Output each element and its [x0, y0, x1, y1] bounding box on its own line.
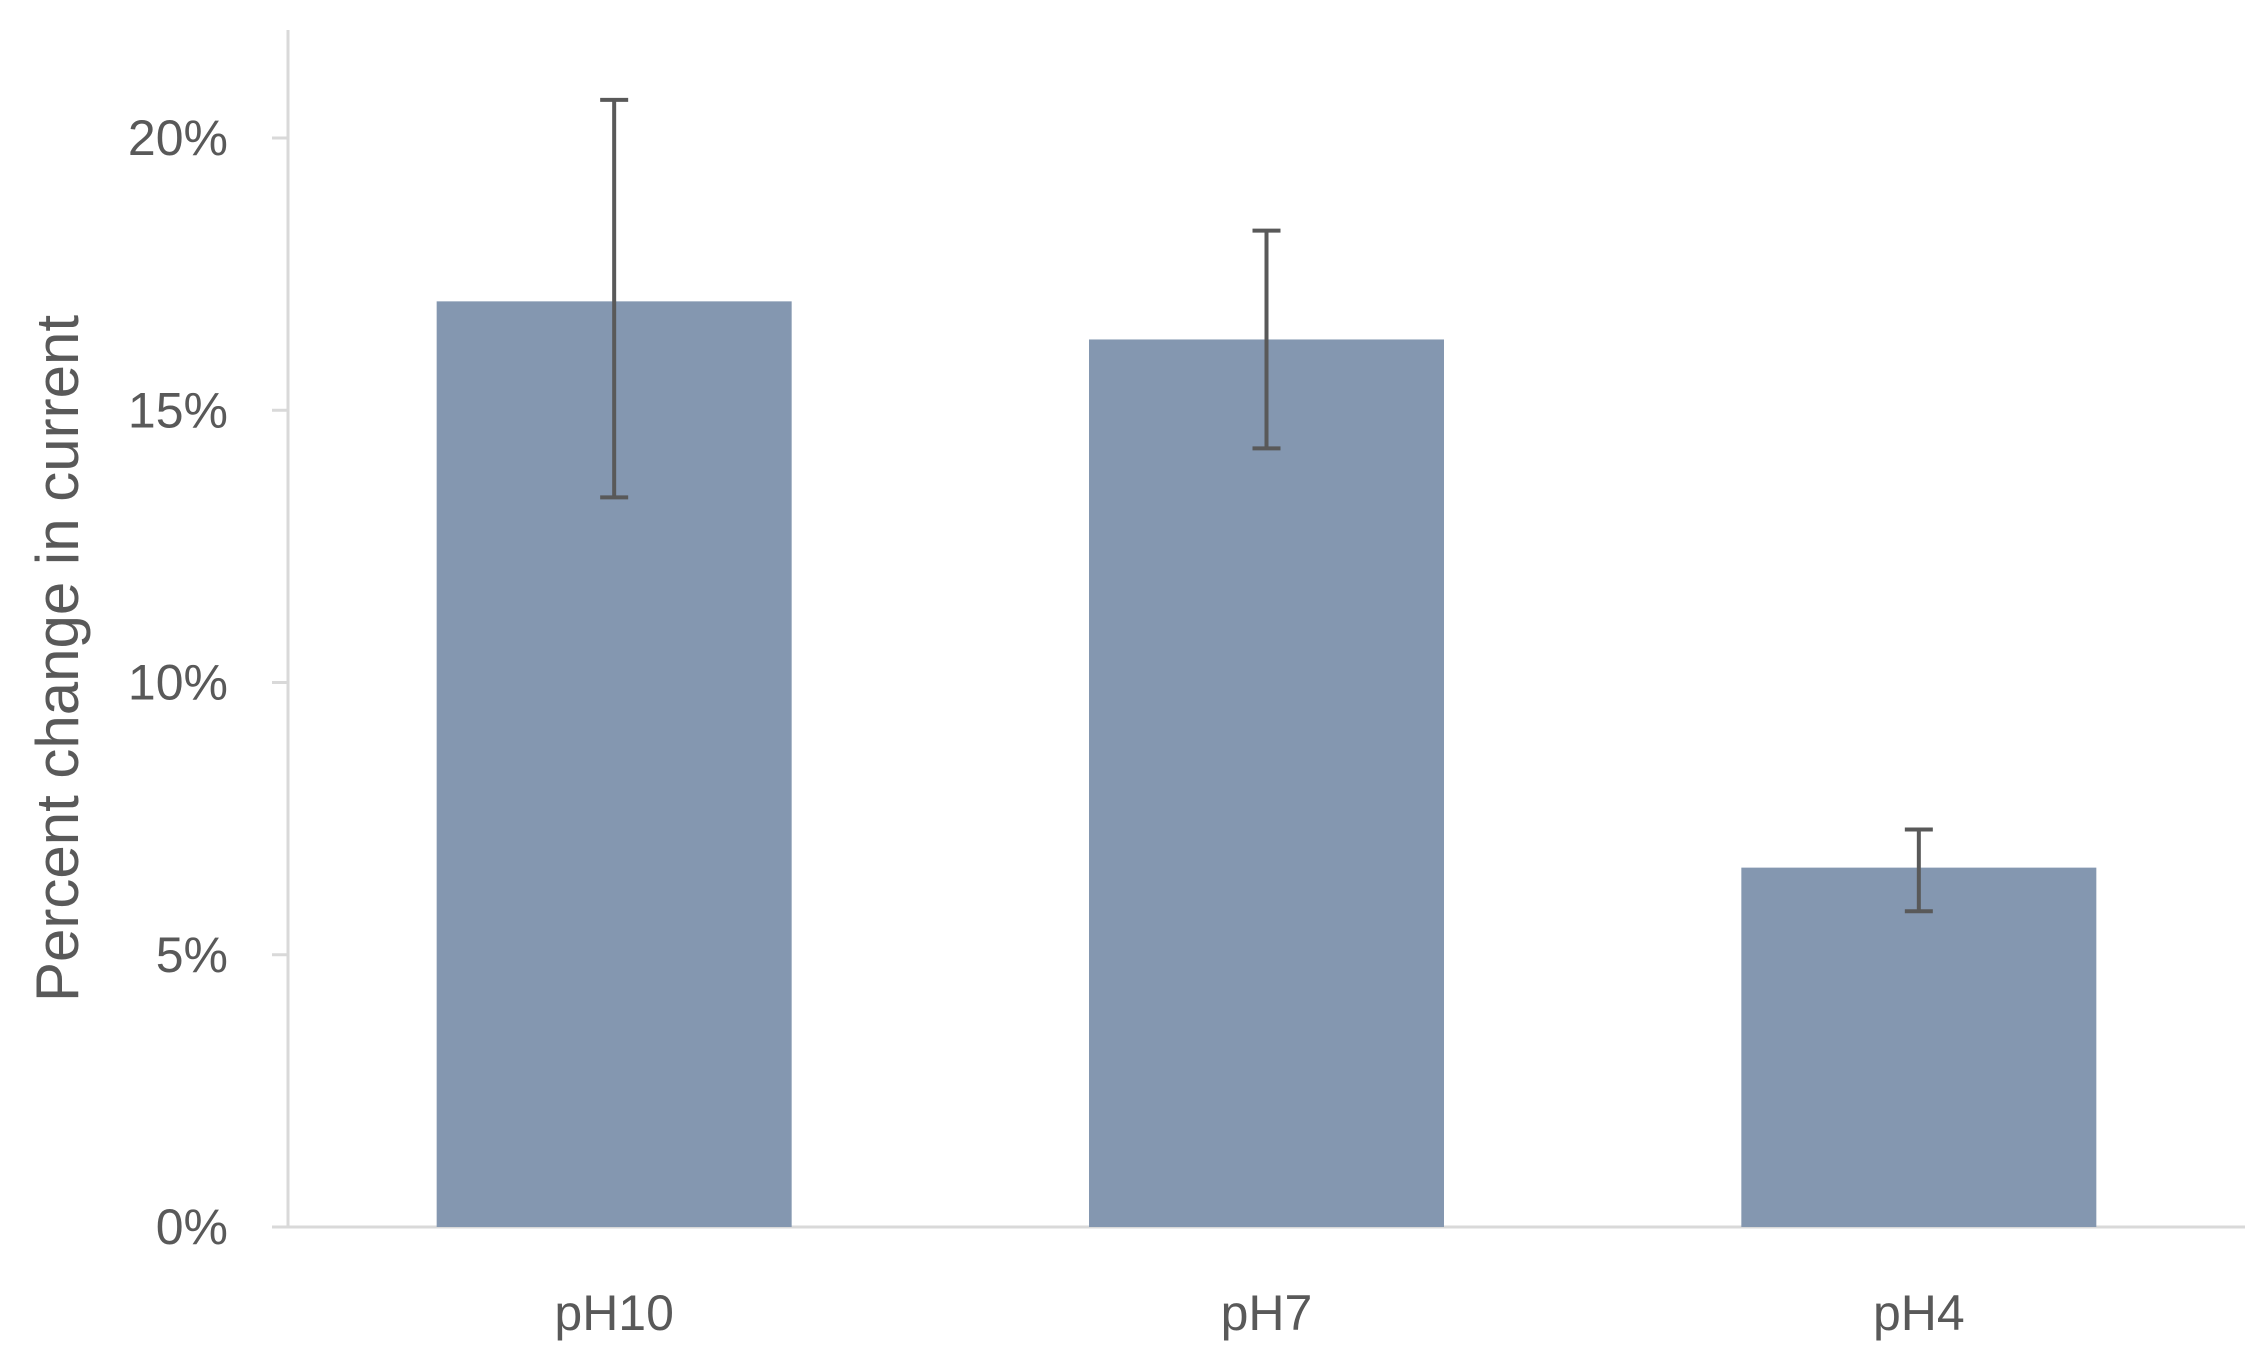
y-tick-label: 15% [128, 382, 228, 438]
y-tick-label: 0% [156, 1199, 228, 1255]
y-tick-label: 5% [156, 927, 228, 983]
x-tick-label: pH10 [554, 1285, 674, 1341]
y-axis-title: Percent change in current [24, 315, 91, 1002]
bar [1089, 339, 1444, 1228]
y-tick-label: 10% [128, 655, 228, 711]
x-tick-label: pH7 [1221, 1285, 1313, 1341]
x-tick-label: pH4 [1873, 1285, 1965, 1341]
y-tick-labels: 0% 5% 10% 15% 20% [128, 110, 288, 1255]
bar [1741, 867, 2097, 1227]
x-tick-labels: pH10 pH7 pH4 [554, 1285, 1964, 1341]
error-bars-layer [600, 97, 1933, 914]
y-tick-label: 20% [128, 110, 228, 166]
